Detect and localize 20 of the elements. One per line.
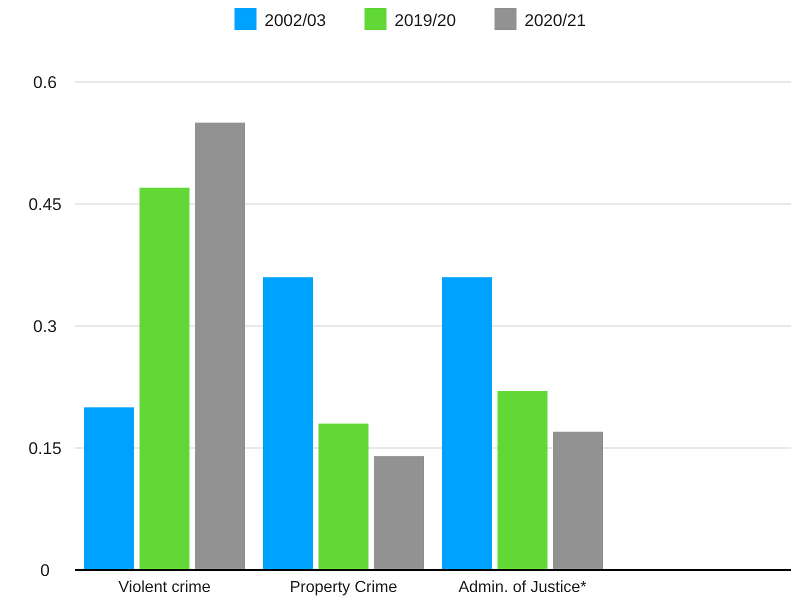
- bar: [318, 424, 368, 570]
- bar: [262, 277, 313, 570]
- legend-label: 2020/21: [524, 10, 586, 30]
- x-tick-label: Violent crime: [118, 579, 211, 596]
- y-tick-label: 0.6: [33, 72, 57, 92]
- y-tick-label: 0: [40, 560, 50, 580]
- bar: [140, 188, 190, 570]
- bar: [84, 407, 134, 570]
- legend-label: 2002/03: [264, 10, 326, 30]
- x-tick-label: Admin. of Justice*: [458, 579, 587, 596]
- y-tick-label: 0.15: [28, 438, 62, 458]
- legend-label: 2019/20: [394, 10, 456, 30]
- bar: [195, 122, 246, 570]
- y-tick-label: 0.3: [33, 316, 57, 336]
- bar: [498, 391, 548, 570]
- x-tick-label: Property Crime: [290, 579, 398, 596]
- bar: [553, 432, 604, 570]
- bar: [374, 456, 424, 570]
- y-tick-label: 0.45: [28, 194, 62, 214]
- bar: [442, 277, 492, 570]
